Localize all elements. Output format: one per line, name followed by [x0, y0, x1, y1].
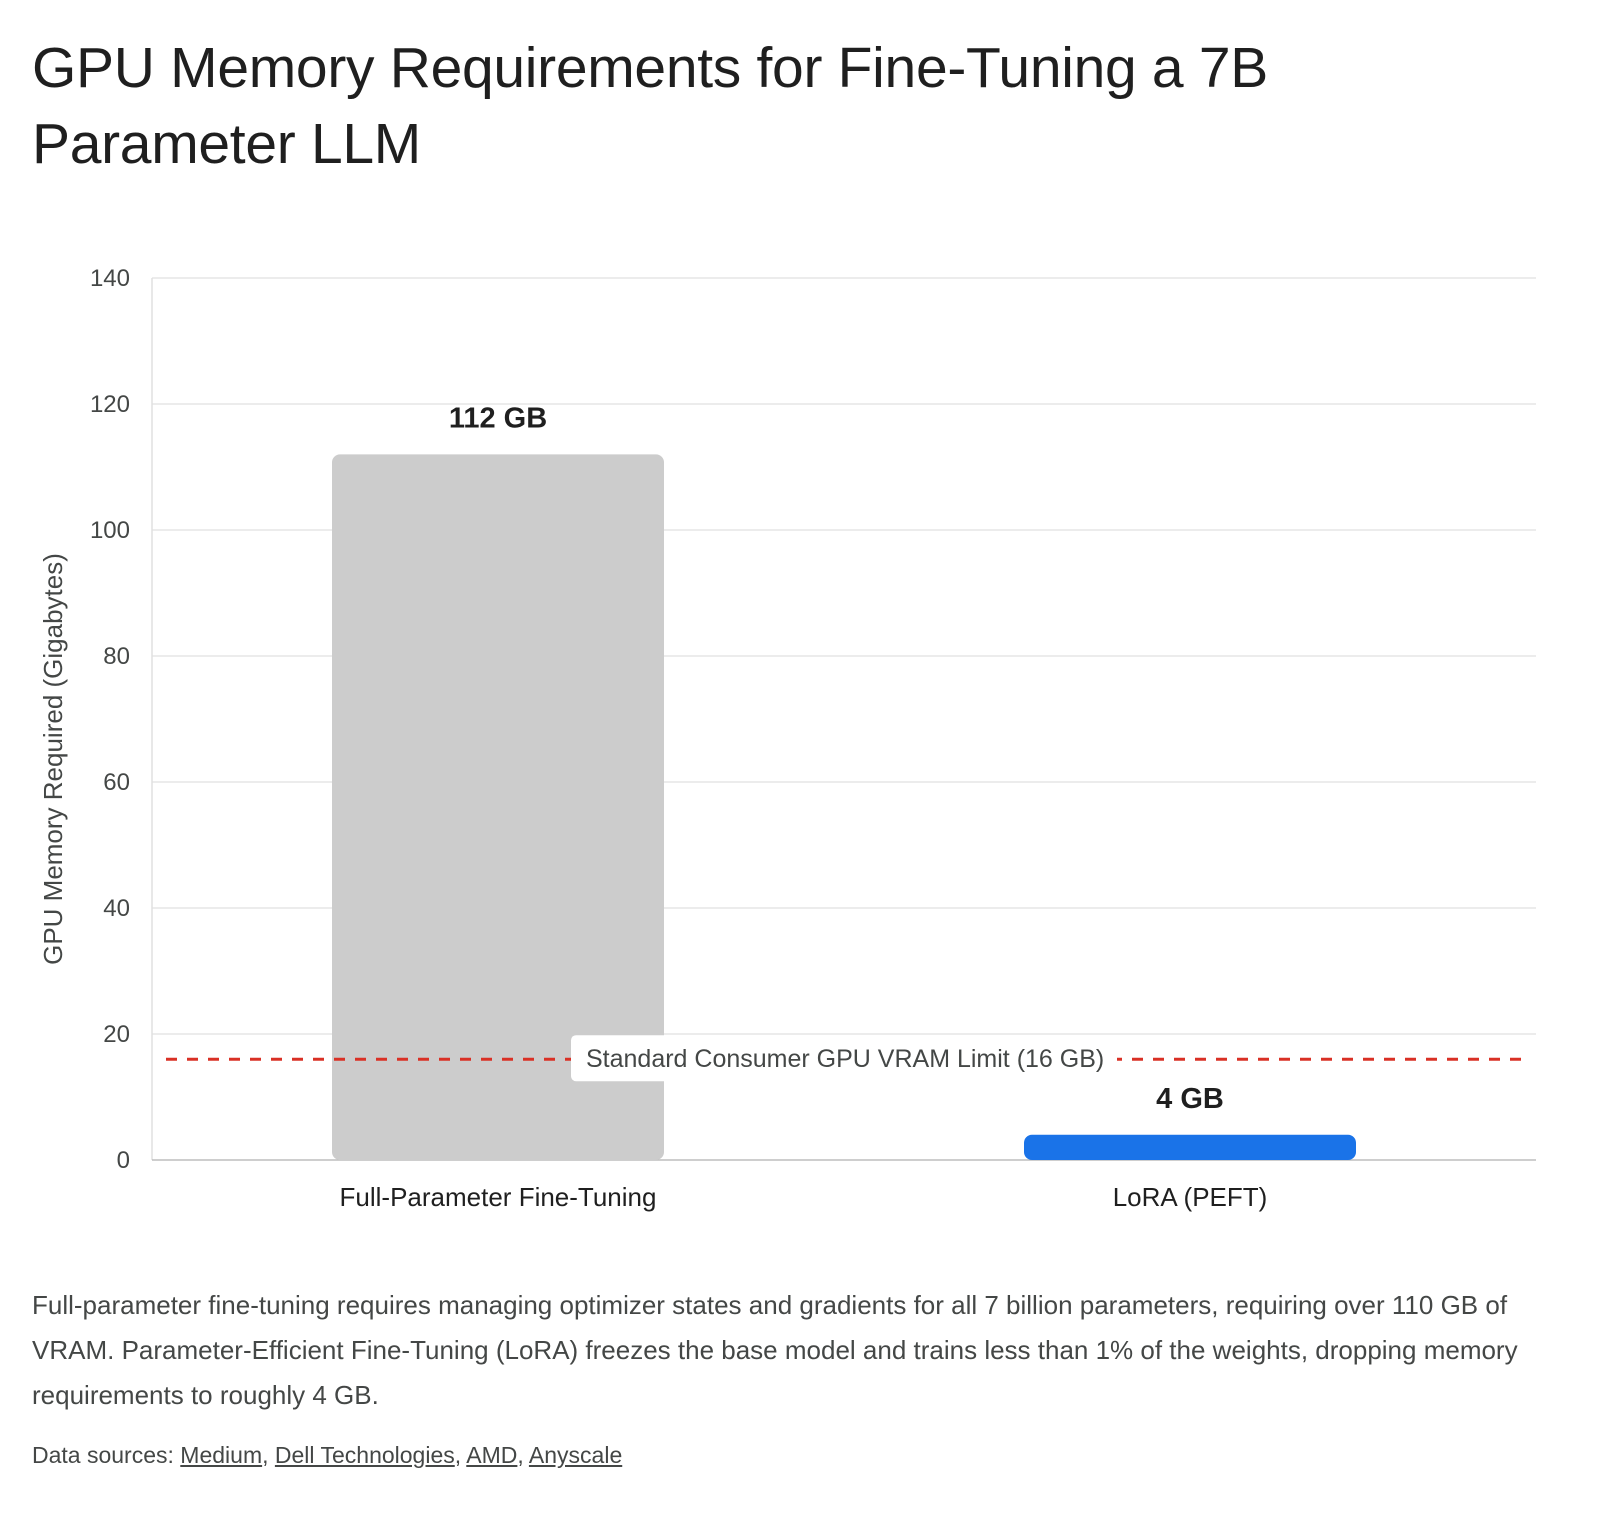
- data-label-2: 4 GB: [1156, 1083, 1224, 1115]
- y-tick-label-20: 20: [103, 1021, 130, 1048]
- source-separator: ,: [517, 1442, 529, 1468]
- y-tick-label-0: 0: [117, 1147, 130, 1174]
- bars: [332, 454, 1356, 1160]
- y-tick-label-100: 100: [90, 517, 130, 544]
- data-label-1: 112 GB: [449, 402, 547, 434]
- source-link-medium[interactable]: Medium: [180, 1442, 263, 1468]
- y-tick-label-60: 60: [103, 769, 130, 796]
- source-link-anyscale[interactable]: Anyscale: [528, 1442, 623, 1468]
- y-tick-label-40: 40: [103, 895, 130, 922]
- source-link-amd[interactable]: AMD: [466, 1442, 518, 1468]
- labels: 0 20 40 60 80 100 120 140 GPU Memory Required (G…: [38, 265, 1267, 1212]
- chart-title: GPU Memory Requirements for Fine-Tuning …: [32, 36, 1268, 176]
- sources-prefix: Data sources:: [32, 1442, 181, 1468]
- reference-label-background: [571, 1035, 1117, 1082]
- bar-chart: Standard Consumer GPU VRAM Limit (16 GB)…: [38, 265, 1536, 1212]
- chart-container: Standard Consumer GPU VRAM Limit (16 GB)…: [0, 240, 1600, 1250]
- reference-line-group: Standard Consumer GPU VRAM Limit (16 GB): [166, 1035, 1530, 1082]
- source-separator: ,: [262, 1442, 275, 1468]
- bar-full-parameter-fine-tuning: [332, 454, 664, 1160]
- chart-description: Full-parameter fine-tuning requires mana…: [32, 1290, 1518, 1410]
- source-links: Medium, Dell Technologies, AMD, Anyscale: [180, 1442, 622, 1468]
- x-category-label-1: Full-Parameter Fine-Tuning: [340, 1182, 657, 1212]
- data-sources: Data sources: Medium, Dell Technologies,…: [32, 1437, 1572, 1473]
- reference-line-label: Standard Consumer GPU VRAM Limit (16 GB): [586, 1045, 1104, 1073]
- y-tick-label-80: 80: [103, 643, 130, 670]
- source-separator: ,: [454, 1442, 467, 1468]
- x-category-label-2: LoRA (PEFT): [1113, 1182, 1268, 1212]
- source-link-dell-technologies[interactable]: Dell Technologies: [274, 1442, 455, 1468]
- y-tick-label-120: 120: [90, 391, 130, 418]
- bar-lora-peft: [1024, 1134, 1356, 1160]
- y-tick-label-140: 140: [90, 265, 130, 292]
- y-axis-title: GPU Memory Required (Gigabytes): [38, 553, 68, 965]
